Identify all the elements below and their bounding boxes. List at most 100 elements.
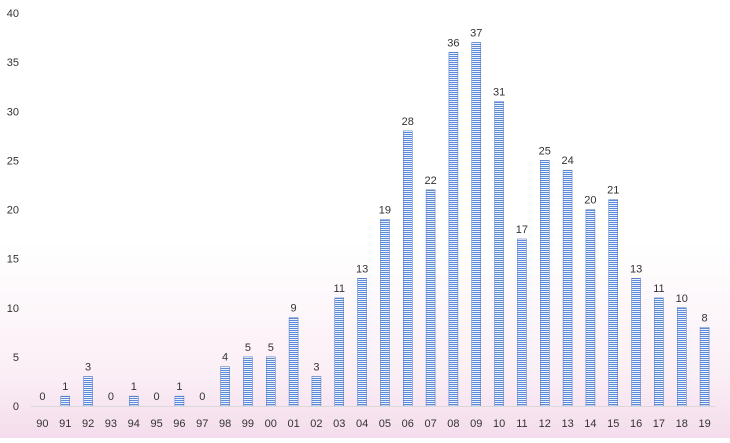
x-tick-label: 91 <box>59 418 71 430</box>
bar <box>540 160 550 407</box>
y-tick-label: 25 <box>7 155 19 167</box>
x-tick-label: 06 <box>402 418 414 430</box>
data-label: 19 <box>379 204 391 216</box>
bar <box>699 327 710 407</box>
data-label: 28 <box>402 116 414 128</box>
bar <box>608 199 618 407</box>
bar <box>677 307 687 407</box>
x-tick-label: 04 <box>356 418 368 430</box>
data-label: 13 <box>356 263 368 275</box>
bar <box>494 101 504 407</box>
data-label: 5 <box>245 342 251 354</box>
x-tick-label: 92 <box>82 418 94 430</box>
x-tick-label: 10 <box>493 418 505 430</box>
data-label: 24 <box>561 155 573 167</box>
x-tick-label: 12 <box>539 418 551 430</box>
bar <box>403 130 413 407</box>
x-tick-label: 01 <box>287 418 299 430</box>
data-label: 8 <box>702 312 708 324</box>
bar <box>471 42 481 407</box>
data-label: 31 <box>493 86 505 98</box>
bar <box>517 238 527 407</box>
y-tick-label: 20 <box>7 205 19 217</box>
y-tick-label: 35 <box>7 57 19 69</box>
data-label: 3 <box>313 362 319 374</box>
y-tick-label: 10 <box>7 303 19 315</box>
x-tick-label: 93 <box>105 418 117 430</box>
bar <box>654 297 664 407</box>
y-tick-label: 30 <box>7 106 19 118</box>
bar <box>60 395 70 407</box>
bar <box>266 356 276 407</box>
x-tick-label: 97 <box>196 418 208 430</box>
y-axis: 0 5 10 15 20 25 30 35 40 <box>7 8 19 413</box>
x-tick-label: 16 <box>630 418 642 430</box>
x-tick-label: 15 <box>607 418 619 430</box>
bar <box>334 297 344 407</box>
data-label: 0 <box>199 391 205 403</box>
x-tick-label: 14 <box>584 418 596 430</box>
data-label: 11 <box>334 283 345 295</box>
x-tick-label: 13 <box>561 418 573 430</box>
x-tick-label: 08 <box>447 418 459 430</box>
bar <box>425 189 436 407</box>
x-tick-label: 94 <box>128 418 140 430</box>
x-tick-label: 99 <box>242 418 254 430</box>
x-tick-label: 95 <box>150 418 162 430</box>
x-tick-label: 03 <box>333 418 345 430</box>
bar <box>220 366 230 407</box>
data-label: 11 <box>653 283 664 295</box>
data-label: 37 <box>470 27 482 39</box>
data-label: 5 <box>268 342 274 354</box>
bar <box>380 219 390 407</box>
bar <box>448 52 459 407</box>
x-tick-label: 18 <box>676 418 688 430</box>
x-tick-label: 02 <box>310 418 322 430</box>
x-axis: 90 91 92 93 94 95 96 97 98 99 00 01 02 03 04 05 06 07 08 09… <box>36 418 710 430</box>
bar <box>631 278 641 407</box>
data-label: 20 <box>584 195 596 207</box>
y-tick-label: 40 <box>7 8 19 20</box>
x-tick-label: 17 <box>653 418 665 430</box>
x-tick-label: 09 <box>470 418 482 430</box>
x-tick-label: 05 <box>379 418 391 430</box>
x-tick-label: 19 <box>698 418 710 430</box>
bar <box>174 395 185 407</box>
x-tick-label: 96 <box>173 418 185 430</box>
data-label: 10 <box>676 293 688 305</box>
data-label: 1 <box>131 381 137 393</box>
data-label: 25 <box>539 145 551 157</box>
data-label: 0 <box>108 391 114 403</box>
data-label: 1 <box>176 381 182 393</box>
bar-series <box>60 42 710 407</box>
bar <box>129 395 139 407</box>
data-label: 9 <box>291 303 297 315</box>
data-label: 4 <box>222 352 228 364</box>
x-tick-label: 07 <box>424 418 436 430</box>
x-tick-label: 98 <box>219 418 231 430</box>
data-label: 0 <box>39 391 45 403</box>
data-label: 21 <box>607 185 619 197</box>
bar <box>83 376 93 407</box>
bar <box>585 209 596 407</box>
bar <box>311 376 322 407</box>
y-tick-label: 5 <box>13 352 19 364</box>
x-tick-label: 90 <box>36 418 48 430</box>
bar <box>243 356 253 407</box>
x-tick-label: 00 <box>265 418 277 430</box>
y-tick-label: 0 <box>13 401 19 413</box>
data-label: 13 <box>630 263 642 275</box>
bar <box>562 169 573 407</box>
data-label: 17 <box>516 224 528 236</box>
data-label: 0 <box>154 391 160 403</box>
x-tick-label: 11 <box>516 418 527 430</box>
data-label: 36 <box>447 37 459 49</box>
data-label: 3 <box>85 362 91 374</box>
data-label: 22 <box>424 175 436 187</box>
bar <box>357 278 367 407</box>
y-tick-label: 15 <box>7 254 19 266</box>
bar <box>288 317 299 407</box>
